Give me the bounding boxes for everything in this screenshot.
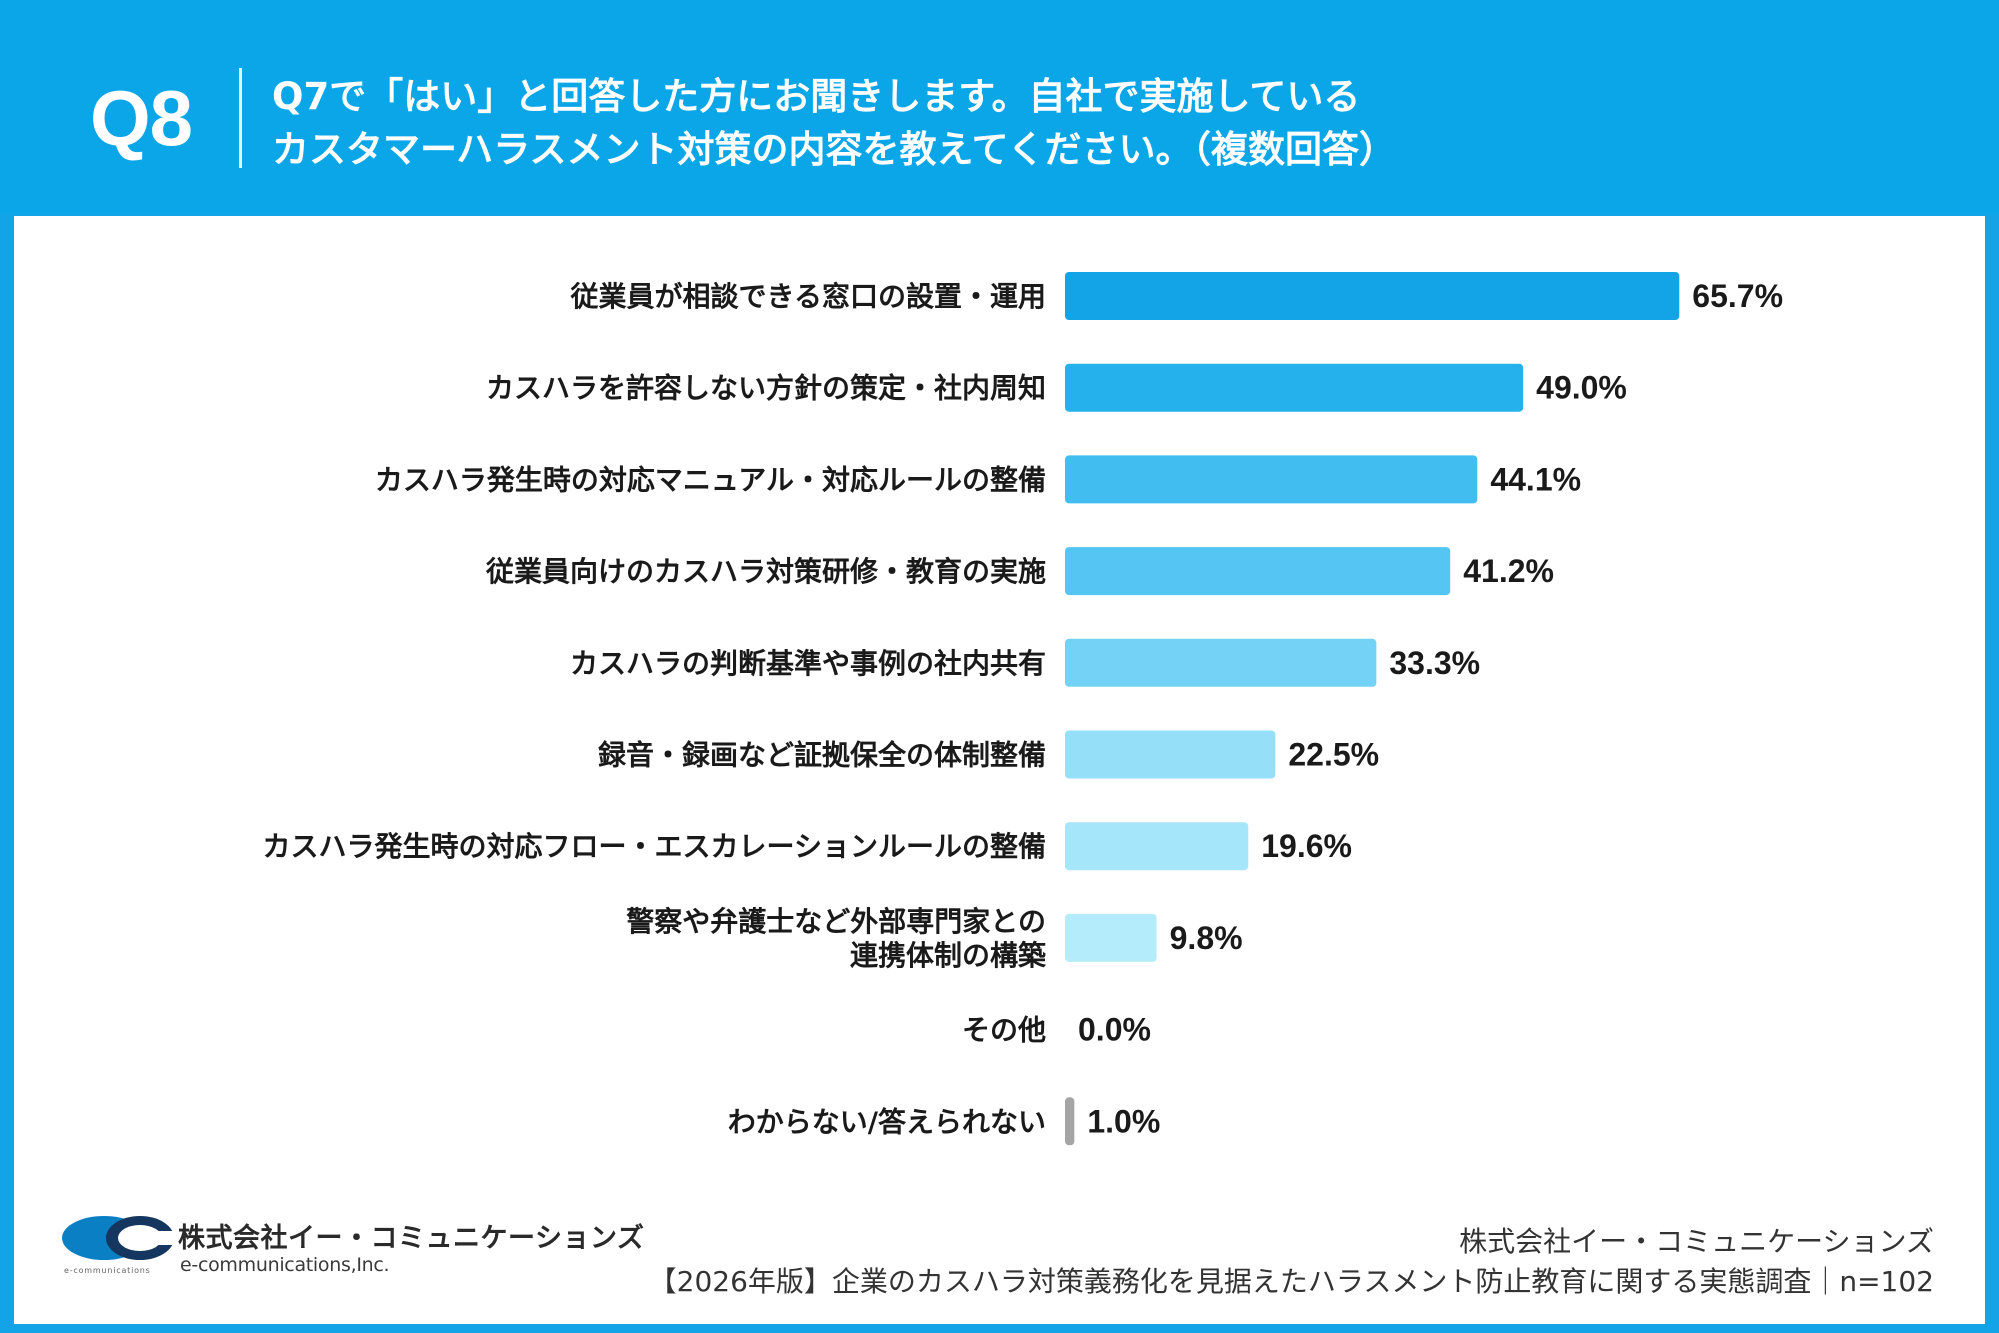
value-label-6: 19.6% <box>1261 828 1352 864</box>
category-label-3: 従業員向けのカスハラ対策研修・教育の実施 <box>485 555 1046 588</box>
category-label-9: わからない/答えられない <box>728 1105 1046 1138</box>
category-label-4: カスハラの判断基準や事例の社内共有 <box>570 647 1046 680</box>
header-banner: Q8 Q7で「はい」と回答した方にお聞きします。自社で実施している カスタマーハ… <box>0 0 1999 214</box>
bar-9 <box>1065 1097 1075 1146</box>
value-label-1: 49.0% <box>1536 370 1627 406</box>
bar-3 <box>1065 547 1451 596</box>
logo-mark-icon <box>62 1216 178 1260</box>
value-label-2: 44.1% <box>1490 461 1581 497</box>
company-logo: 株式会社イー・コミュニケーションズ e-communications,Inc. … <box>62 1210 662 1280</box>
category-label-8: その他 <box>962 1014 1046 1047</box>
header-divider <box>239 68 242 168</box>
value-label-9: 1.0% <box>1087 1103 1160 1139</box>
bar-4 <box>1065 638 1377 687</box>
question-title-line2: カスタマーハラスメント対策の内容を教えてください。（複数回答） <box>272 128 1397 171</box>
footer-credit: 株式会社イー・コミュニケーションズ 【2026年版】企業のカスハラ対策義務化を見… <box>649 1222 1934 1302</box>
value-label-8: 0.0% <box>1078 1012 1151 1048</box>
question-number: Q8 <box>90 74 193 162</box>
value-label-7: 9.8% <box>1170 920 1243 956</box>
logo-text-english: e-communications,Inc. <box>180 1254 390 1276</box>
value-label-4: 33.3% <box>1389 645 1480 681</box>
logo-text-small: e-communications <box>64 1266 151 1275</box>
category-label-5: 録音・録画など証拠保全の体制整備 <box>598 739 1046 772</box>
bar-6 <box>1065 822 1249 871</box>
question-title-line1: Q7で「はい」と回答した方にお聞きします。自社で実施している <box>272 75 1361 118</box>
category-label-1: カスハラを許容しない方針の策定・社内周知 <box>486 372 1046 405</box>
chart-panel <box>14 216 1985 1324</box>
value-label-3: 41.2% <box>1463 553 1554 589</box>
category-label-7: 警察や弁護士など外部専門家との連携体制の構築 <box>626 905 1047 972</box>
footer-company-name: 株式会社イー・コミュニケーションズ <box>1459 1225 1934 1258</box>
value-label-0: 65.7% <box>1692 278 1783 314</box>
bar-7 <box>1065 913 1157 962</box>
bar-2 <box>1065 455 1478 504</box>
question-title: Q7で「はい」と回答した方にお聞きします。自社で実施している カスタマーハラスメ… <box>272 70 1952 176</box>
category-label-6: カスハラ発生時の対応フロー・エスカレーションルールの整備 <box>263 830 1046 863</box>
logo-text-japanese: 株式会社イー・コミュニケーションズ <box>178 1223 645 1254</box>
footer-survey-title: 【2026年版】企業のカスハラ対策義務化を見据えたハラスメント防止教育に関する実… <box>648 1265 1934 1298</box>
value-label-5: 22.5% <box>1288 737 1379 773</box>
category-label-2: カスハラ発生時の対応マニュアル・対応ルールの整備 <box>375 463 1046 496</box>
bar-0 <box>1065 272 1680 320</box>
bar-1 <box>1065 363 1524 412</box>
bar-5 <box>1065 730 1276 779</box>
category-label-0: 従業員が相談できる窓口の設置・運用 <box>570 280 1046 313</box>
